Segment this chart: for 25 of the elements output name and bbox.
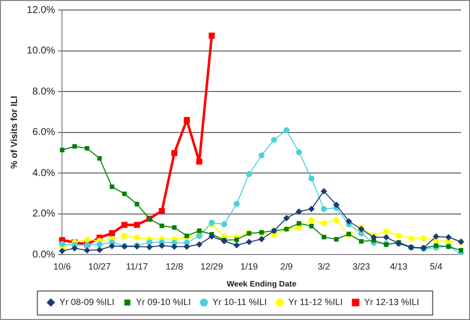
y-tick-label: 2.0% <box>32 208 56 220</box>
x-tick-label: 12/8 <box>166 261 184 272</box>
x-tick-label: 4/13 <box>390 261 408 272</box>
x-tick-label: 3/23 <box>352 261 370 272</box>
y-tick-label: 0.0% <box>32 249 56 260</box>
x-tick-label: 11/17 <box>126 261 148 272</box>
y-tick-label: 12.0% <box>26 4 56 16</box>
y-tick-label: 4.0% <box>32 168 56 179</box>
x-tick-label: 1/19 <box>240 261 258 272</box>
x-tick-label: 2/9 <box>280 261 293 272</box>
x-tick-label: 10/27 <box>88 261 111 272</box>
x-tick-label: 10/6 <box>53 261 71 272</box>
y-tick-label: 8.0% <box>32 86 56 98</box>
x-tick-label: 3/2 <box>318 261 330 272</box>
legend-label: Yr 09-10 %ILI <box>136 296 191 307</box>
legend-label: Yr 08-09 %ILI <box>59 296 114 307</box>
y-tick-label: 10.0% <box>26 46 56 57</box>
x-tick-label: 12/29 <box>200 261 223 272</box>
legend-label: Yr 10-11 %ILI <box>212 296 267 307</box>
x-tick-label: 5/4 <box>430 261 442 272</box>
legend-label: Yr 11-12 %ILI <box>288 296 343 307</box>
x-axis-title: Week Ending Date <box>226 279 297 288</box>
y-axis-title: % of Visits for ILI <box>8 96 19 169</box>
legend-label: Yr 12-13 %ILI <box>364 296 420 307</box>
y-tick-label: 6.0% <box>32 127 56 138</box>
